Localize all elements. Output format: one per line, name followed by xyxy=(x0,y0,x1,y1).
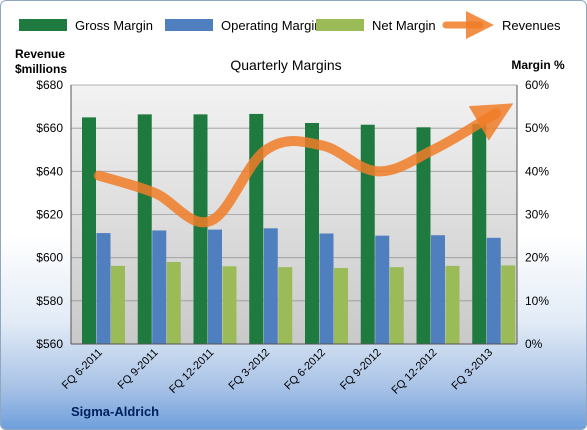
x-tick-label: FQ 9-2011 xyxy=(116,347,161,392)
bar-gross-margin xyxy=(137,114,152,344)
legend-item-gross-margin: Gross Margin xyxy=(19,18,153,33)
legend-swatch xyxy=(316,19,364,31)
bar-net-margin xyxy=(111,265,125,344)
legend-item-operating-margin: Operating Margin xyxy=(165,18,321,33)
legend-swatch xyxy=(165,19,213,31)
right-tick-label: 30% xyxy=(525,208,549,222)
right-tick-label: 20% xyxy=(525,251,549,265)
legend-item-net-margin: Net Margin xyxy=(316,18,436,33)
left-tick-label: $560 xyxy=(36,337,63,351)
legend: Gross Margin Operating Margin Net Margin Re… xyxy=(19,11,561,39)
legend-swatch xyxy=(19,19,67,31)
legend-label: Net Margin xyxy=(372,18,436,33)
bar-net-margin xyxy=(278,267,293,344)
right-axis-label: Margin % xyxy=(511,58,565,72)
left-tick-label: $620 xyxy=(36,208,63,222)
legend-label: Operating Margin xyxy=(221,18,321,33)
left-tick-label: $580 xyxy=(36,294,63,308)
right-tick-label: 60% xyxy=(525,78,549,92)
revenue-line-path xyxy=(93,103,514,228)
bar-operating-margin xyxy=(263,228,278,344)
bar-operating-margin xyxy=(208,229,222,344)
bars xyxy=(82,113,516,345)
bar-gross-margin xyxy=(305,122,319,344)
legend-label: Revenues xyxy=(502,18,561,33)
left-tick-label: $600 xyxy=(36,251,63,265)
bar-net-margin xyxy=(222,266,237,344)
source-label: Sigma-Aldrich xyxy=(71,404,159,419)
bar-net-margin xyxy=(166,261,181,344)
bar-operating-margin xyxy=(486,237,501,344)
x-tick-label: FQ 6-2011 xyxy=(60,347,105,392)
x-tick-label: FQ 6-2012 xyxy=(282,347,328,393)
left-axis-label-line1: Revenue xyxy=(15,47,65,61)
x-tick-label: FQ 3-2012 xyxy=(227,347,273,393)
left-tick-label: $680 xyxy=(36,78,63,92)
left-tick-label: $640 xyxy=(36,164,63,178)
chart-title: Quarterly Margins xyxy=(230,57,341,73)
bar-operating-margin xyxy=(375,235,390,344)
x-tick-label: FQ 9-2012 xyxy=(338,347,384,393)
x-tick-label: FQ 3-2013 xyxy=(450,347,496,393)
right-tick-label: 50% xyxy=(525,121,549,135)
bar-operating-margin xyxy=(431,235,445,344)
bar-gross-margin xyxy=(472,123,487,344)
bar-gross-margin xyxy=(82,117,96,344)
right-tick-label: 40% xyxy=(525,164,549,178)
revenue-line xyxy=(93,103,514,228)
bar-gross-margin xyxy=(193,114,208,344)
legend-label: Gross Margin xyxy=(75,18,153,33)
left-tick-label: $660 xyxy=(36,121,63,135)
bar-operating-margin xyxy=(152,230,167,344)
bar-net-margin xyxy=(334,268,348,344)
right-tick-label: 0% xyxy=(525,337,543,351)
x-tick-label: FQ 12-2011 xyxy=(167,347,216,396)
bar-operating-margin xyxy=(319,233,334,344)
right-tick-label: 10% xyxy=(525,294,549,308)
bar-gross-margin xyxy=(360,124,375,344)
bar-operating-margin xyxy=(96,233,111,344)
bar-net-margin xyxy=(445,265,460,344)
left-axis-label-line2: $millions xyxy=(15,62,67,76)
legend-item-revenues: Revenues xyxy=(442,11,561,39)
bar-gross-margin xyxy=(416,127,431,344)
x-tick-label: FQ 12-2012 xyxy=(390,347,440,397)
bar-net-margin xyxy=(389,267,404,344)
bar-net-margin xyxy=(501,265,516,344)
